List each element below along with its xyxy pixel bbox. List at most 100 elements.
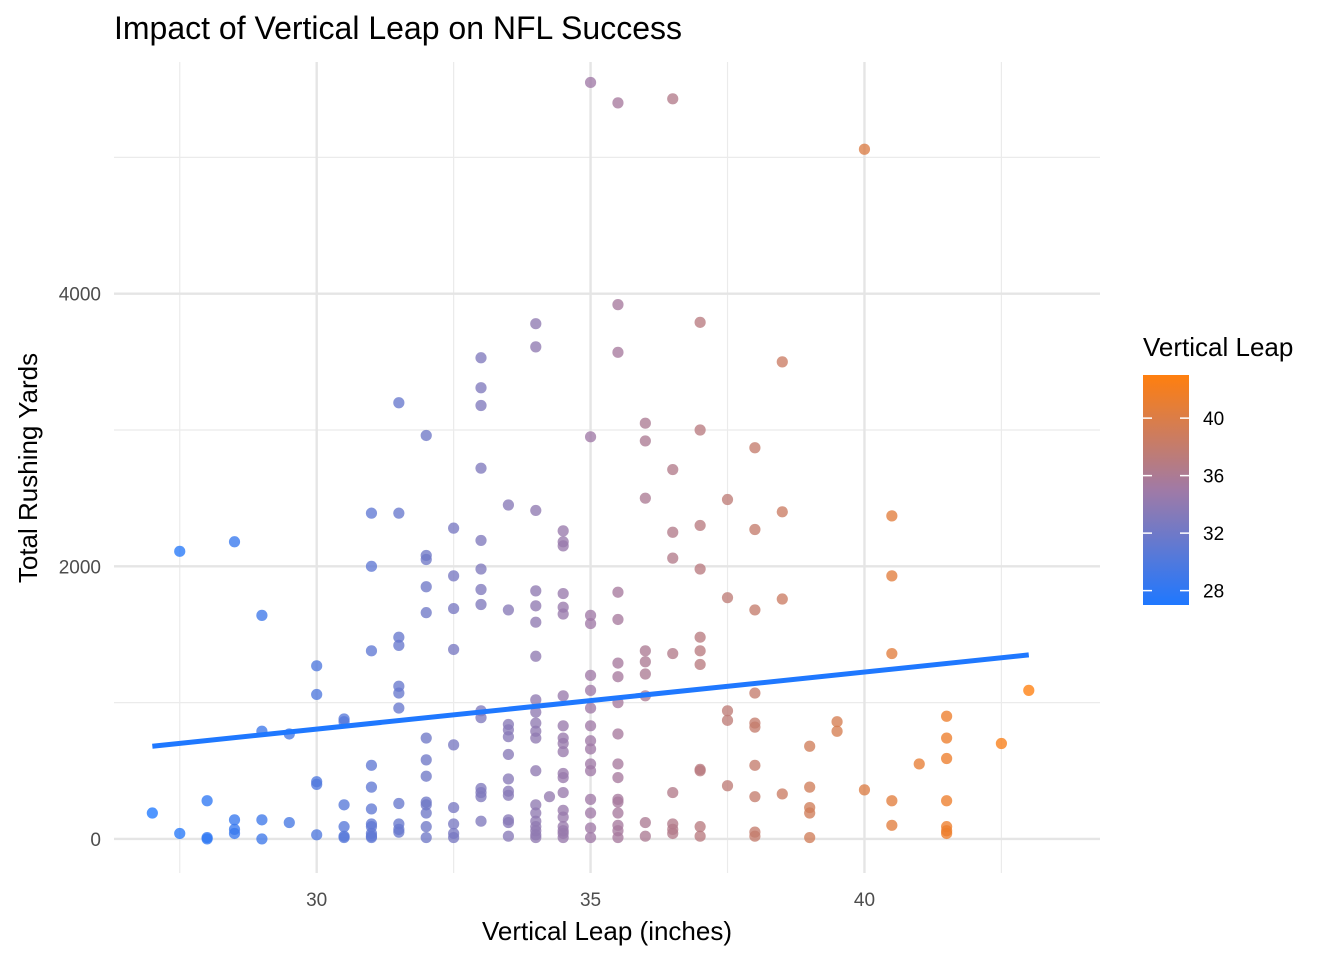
data-point: [667, 526, 679, 538]
data-point: [530, 341, 542, 353]
data-point: [941, 795, 953, 807]
data-point: [530, 600, 542, 612]
data-point: [365, 831, 378, 844]
data-point: [530, 318, 542, 330]
data-point: [338, 821, 350, 833]
legend-tick-label: 40: [1203, 409, 1224, 430]
data-point: [448, 831, 460, 844]
data-point: [584, 702, 597, 714]
y-tick-label: 4000: [59, 285, 101, 306]
data-point: [256, 833, 268, 845]
data-point: [694, 765, 706, 777]
data-point: [584, 76, 597, 89]
data-point: [420, 607, 432, 619]
data-point: [941, 710, 953, 722]
data-point: [338, 831, 350, 844]
data-point: [721, 714, 734, 726]
data-point: [557, 720, 569, 732]
data-point: [886, 647, 898, 660]
data-point: [448, 818, 460, 830]
data-point: [448, 602, 460, 615]
data-point: [365, 645, 378, 657]
data-point: [448, 570, 460, 582]
data-point: [228, 814, 241, 826]
data-point: [667, 786, 679, 799]
x-tick-label: 30: [306, 890, 327, 911]
data-point: [858, 784, 871, 796]
legend-title: Vertical Leap: [1143, 332, 1293, 362]
data-point: [749, 759, 761, 771]
data-point: [475, 815, 487, 827]
y-tick-label: 2000: [59, 557, 101, 578]
data-point: [612, 796, 624, 808]
data-point: [639, 656, 651, 668]
data-point: [721, 705, 734, 717]
data-point: [530, 504, 542, 517]
data-point: [721, 493, 734, 506]
data-point: [475, 598, 487, 611]
data-point: [557, 737, 569, 750]
data-point: [667, 647, 679, 660]
y-tick-label: 0: [90, 830, 101, 851]
data-point: [612, 671, 624, 683]
data-point: [584, 822, 597, 834]
data-point: [557, 540, 569, 552]
data-point: [612, 831, 624, 844]
data-point: [584, 735, 597, 747]
color-legend: Vertical Leap 28 32 36 40: [1143, 332, 1293, 605]
grid-lines: [114, 62, 1100, 873]
data-point: [557, 690, 569, 702]
data-point: [584, 807, 597, 819]
data-point: [146, 807, 158, 819]
data-point: [995, 737, 1008, 750]
data-point: [639, 668, 651, 680]
data-point: [776, 788, 788, 800]
data-point: [584, 831, 597, 844]
data-point: [749, 687, 761, 699]
data-point: [311, 688, 323, 701]
data-point: [804, 781, 816, 793]
data-point: [448, 643, 460, 656]
data-point: [393, 397, 405, 409]
trend-line-group: [152, 652, 1030, 749]
data-point: [448, 522, 460, 534]
data-point: [776, 506, 788, 518]
data-point: [228, 536, 241, 548]
data-point: [612, 586, 624, 598]
data-point: [804, 807, 816, 819]
data-point: [667, 463, 679, 476]
data-point: [420, 754, 432, 766]
data-point: [338, 799, 350, 811]
data-point: [530, 717, 542, 729]
data-point: [612, 97, 624, 109]
data-point: [667, 552, 679, 564]
data-point: [584, 617, 597, 630]
data-point: [941, 732, 953, 744]
data-point: [420, 821, 432, 833]
data-point: [639, 417, 651, 429]
data-point: [639, 830, 651, 842]
data-point: [502, 830, 514, 842]
data-point: [420, 799, 432, 811]
data-point: [612, 807, 624, 819]
data-point: [639, 816, 651, 829]
data-point: [694, 631, 706, 643]
data-point: [612, 728, 624, 740]
data-point: [584, 684, 597, 696]
x-tick-label: 35: [580, 890, 601, 911]
data-point: [530, 706, 542, 718]
chart-title: Impact of Vertical Leap on NFL Success: [114, 10, 682, 46]
data-point: [201, 795, 213, 807]
data-point: [639, 645, 651, 657]
legend-tick-label: 36: [1203, 467, 1224, 488]
data-point: [365, 781, 378, 793]
data-point: [886, 819, 898, 831]
data-point: [448, 801, 460, 814]
legend-tick-label: 32: [1203, 524, 1224, 545]
data-point: [804, 831, 816, 844]
data-point: [584, 720, 597, 732]
trend-line: [152, 652, 1030, 749]
data-point: [694, 519, 706, 532]
data-point: [557, 786, 569, 799]
data-point: [502, 748, 514, 761]
